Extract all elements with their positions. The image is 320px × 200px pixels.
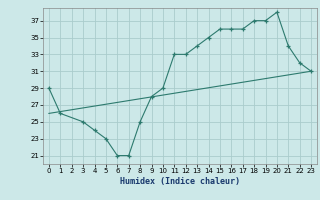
X-axis label: Humidex (Indice chaleur): Humidex (Indice chaleur) <box>120 177 240 186</box>
